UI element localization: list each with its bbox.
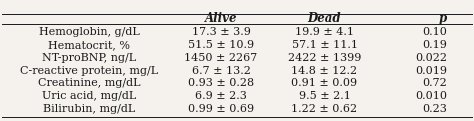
Text: Hematocrit, %: Hematocrit, % (48, 40, 130, 50)
Text: Uric acid, mg/dL: Uric acid, mg/dL (42, 91, 137, 101)
Text: 6.9 ± 2.3: 6.9 ± 2.3 (195, 91, 247, 101)
Text: 0.10: 0.10 (422, 27, 447, 37)
Text: 9.5 ± 2.1: 9.5 ± 2.1 (299, 91, 350, 101)
Text: p: p (438, 12, 447, 25)
Text: 17.3 ± 3.9: 17.3 ± 3.9 (191, 27, 251, 37)
Text: 0.72: 0.72 (422, 78, 447, 88)
Text: 0.19: 0.19 (422, 40, 447, 50)
Text: Dead: Dead (308, 12, 341, 25)
Text: Creatinine, mg/dL: Creatinine, mg/dL (38, 78, 141, 88)
Text: 0.23: 0.23 (422, 104, 447, 114)
Text: 57.1 ± 11.1: 57.1 ± 11.1 (292, 40, 357, 50)
Text: Alive: Alive (205, 12, 237, 25)
Text: 51.5 ± 10.9: 51.5 ± 10.9 (188, 40, 254, 50)
Text: 0.019: 0.019 (415, 66, 447, 76)
Text: 0.022: 0.022 (415, 53, 447, 63)
Text: Bilirubin, mg/dL: Bilirubin, mg/dL (43, 104, 136, 114)
Text: 1.22 ± 0.62: 1.22 ± 0.62 (292, 104, 357, 114)
Text: Hemoglobin, g/dL: Hemoglobin, g/dL (39, 27, 140, 37)
Text: 0.93 ± 0.28: 0.93 ± 0.28 (188, 78, 254, 88)
Text: 19.9 ± 4.1: 19.9 ± 4.1 (295, 27, 354, 37)
Text: 1450 ± 2267: 1450 ± 2267 (184, 53, 258, 63)
Text: 0.99 ± 0.69: 0.99 ± 0.69 (188, 104, 254, 114)
Text: C-reactive protein, mg/L: C-reactive protein, mg/L (20, 66, 158, 76)
Text: 14.8 ± 12.2: 14.8 ± 12.2 (292, 66, 357, 76)
Text: 6.7 ± 13.2: 6.7 ± 13.2 (191, 66, 251, 76)
Text: 2422 ± 1399: 2422 ± 1399 (288, 53, 361, 63)
Text: 0.010: 0.010 (415, 91, 447, 101)
Text: NT-proBNP, ng/L: NT-proBNP, ng/L (42, 53, 137, 63)
Text: 0.91 ± 0.09: 0.91 ± 0.09 (292, 78, 357, 88)
